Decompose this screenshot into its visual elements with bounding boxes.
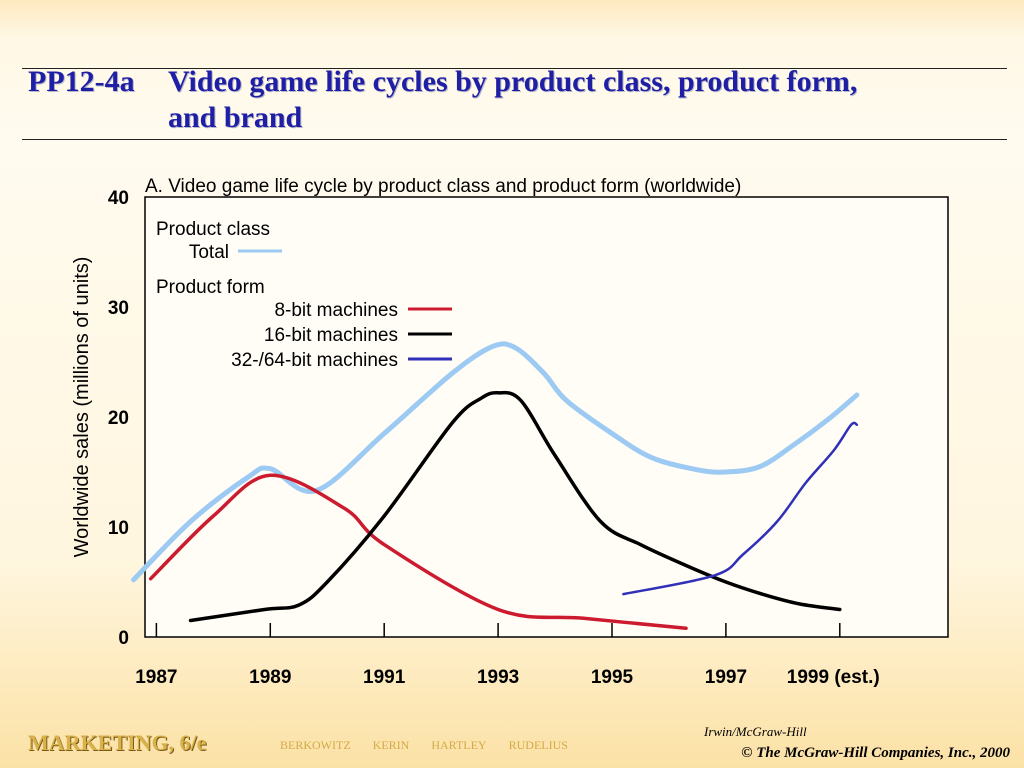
plot-area: [144, 196, 949, 638]
chart-subtitle: A. Video game life cycle by product clas…: [145, 176, 741, 197]
legend-label: 32-/64-bit machines: [231, 350, 398, 371]
legend-label: Total: [189, 242, 229, 263]
legend-label: 16-bit machines: [264, 325, 398, 346]
author-name: HARTLEY: [431, 738, 487, 752]
legend-label: 8-bit machines: [274, 300, 398, 321]
y-tick-label: 40: [108, 188, 129, 209]
x-tick-label: 1989: [249, 667, 291, 688]
author-list: BERKOWITZ KERIN HARTLEY RUDELIUS: [280, 738, 568, 753]
y-tick-label: 30: [108, 298, 129, 319]
x-tick-label: 1991: [363, 667, 406, 688]
author-name: BERKOWITZ: [280, 738, 351, 752]
legend-heading: Product form: [156, 277, 265, 298]
slide-title-line2: and brand: [168, 101, 303, 134]
title-bottom-rule: [22, 139, 1007, 140]
x-tick-label: 1993: [477, 667, 519, 688]
series-line-32-64-bit: [622, 421, 859, 596]
title-top-rule: [22, 68, 1007, 69]
slide-title: PP12-4a Video game life cycles by product…: [28, 64, 857, 136]
series-line-16-bit: [188, 390, 842, 623]
legend-heading: Product class: [156, 219, 270, 240]
author-name: RUDELIUS: [508, 738, 568, 752]
y-tick-label: 10: [108, 518, 129, 539]
x-tick-label: 1997: [705, 667, 747, 688]
slide-code: PP12-4a: [28, 65, 135, 98]
book-title: MARKETING, 6/e: [28, 730, 207, 755]
series-line-total: [131, 341, 860, 583]
x-tick-label: 1987: [135, 667, 177, 688]
y-tick-label: 20: [108, 408, 129, 429]
slide-title-line1: Video game life cycles by product class,…: [168, 65, 858, 98]
publisher-name: Irwin/McGraw-Hill: [704, 724, 807, 739]
author-name: KERIN: [372, 738, 410, 752]
y-tick-label: 0: [118, 628, 129, 649]
x-tick-label: 1999 (est.): [787, 667, 880, 688]
copyright-notice: © The McGraw-Hill Companies, Inc., 2000: [741, 745, 1010, 761]
x-tick-label: 1995: [591, 667, 634, 688]
y-axis-label: Worldwide sales (millions of units): [71, 257, 93, 558]
